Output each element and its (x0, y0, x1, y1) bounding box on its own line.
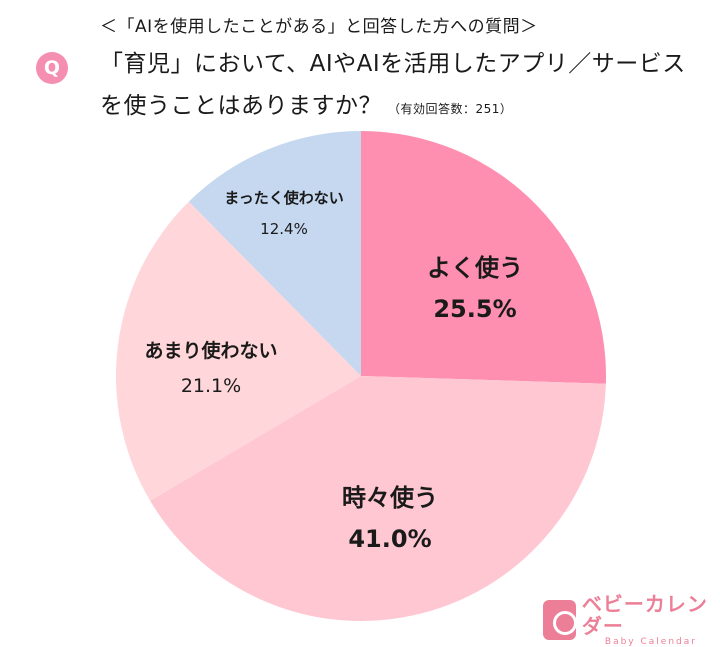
slice-label-often: よく使う 25.5% (427, 248, 523, 323)
pie-slice (150, 376, 606, 621)
slice-percent: 12.4% (260, 220, 308, 238)
slice-name: 時々使う (342, 484, 438, 512)
chart-subtitle: ＜「AIを使用したことがある」と回答した方への質問＞ (100, 17, 538, 37)
slice-name: よく使う (427, 254, 523, 282)
pie-slice (116, 201, 361, 501)
q-badge: Q (36, 52, 68, 84)
question-title-line2: を使うことはありますか？ （有効回答数：251） (100, 86, 512, 120)
slice-label-never: まったく使わない 12.4% (224, 187, 343, 238)
slice-label-rarely: あまり使わない 21.1% (144, 336, 277, 397)
slice-percent: 21.1% (180, 375, 242, 397)
slice-name: まったく使わない (224, 189, 344, 207)
slice-label-sometimes: 時々使う 41.0% (342, 478, 438, 553)
baby-calendar-icon (543, 600, 577, 640)
question-title-text: を使うことはありますか？ (100, 93, 382, 119)
pie-slice (361, 131, 606, 384)
question-title-line1: 「育児」において、AIやAIを活用したアプリ／サービス (100, 51, 686, 77)
logo-text-jp: ベビーカレンダー (581, 592, 708, 638)
logo-text-en: Baby Calendar (604, 637, 697, 647)
slice-percent: 25.5% (433, 295, 517, 323)
brand-logo: ベビーカレンダー Baby Calendar (543, 593, 720, 647)
sample-size: （有効回答数：251） (388, 102, 513, 116)
slice-name: あまり使わない (144, 340, 278, 362)
pie-slice (188, 131, 361, 376)
slice-percent: 41.0% (348, 525, 432, 553)
